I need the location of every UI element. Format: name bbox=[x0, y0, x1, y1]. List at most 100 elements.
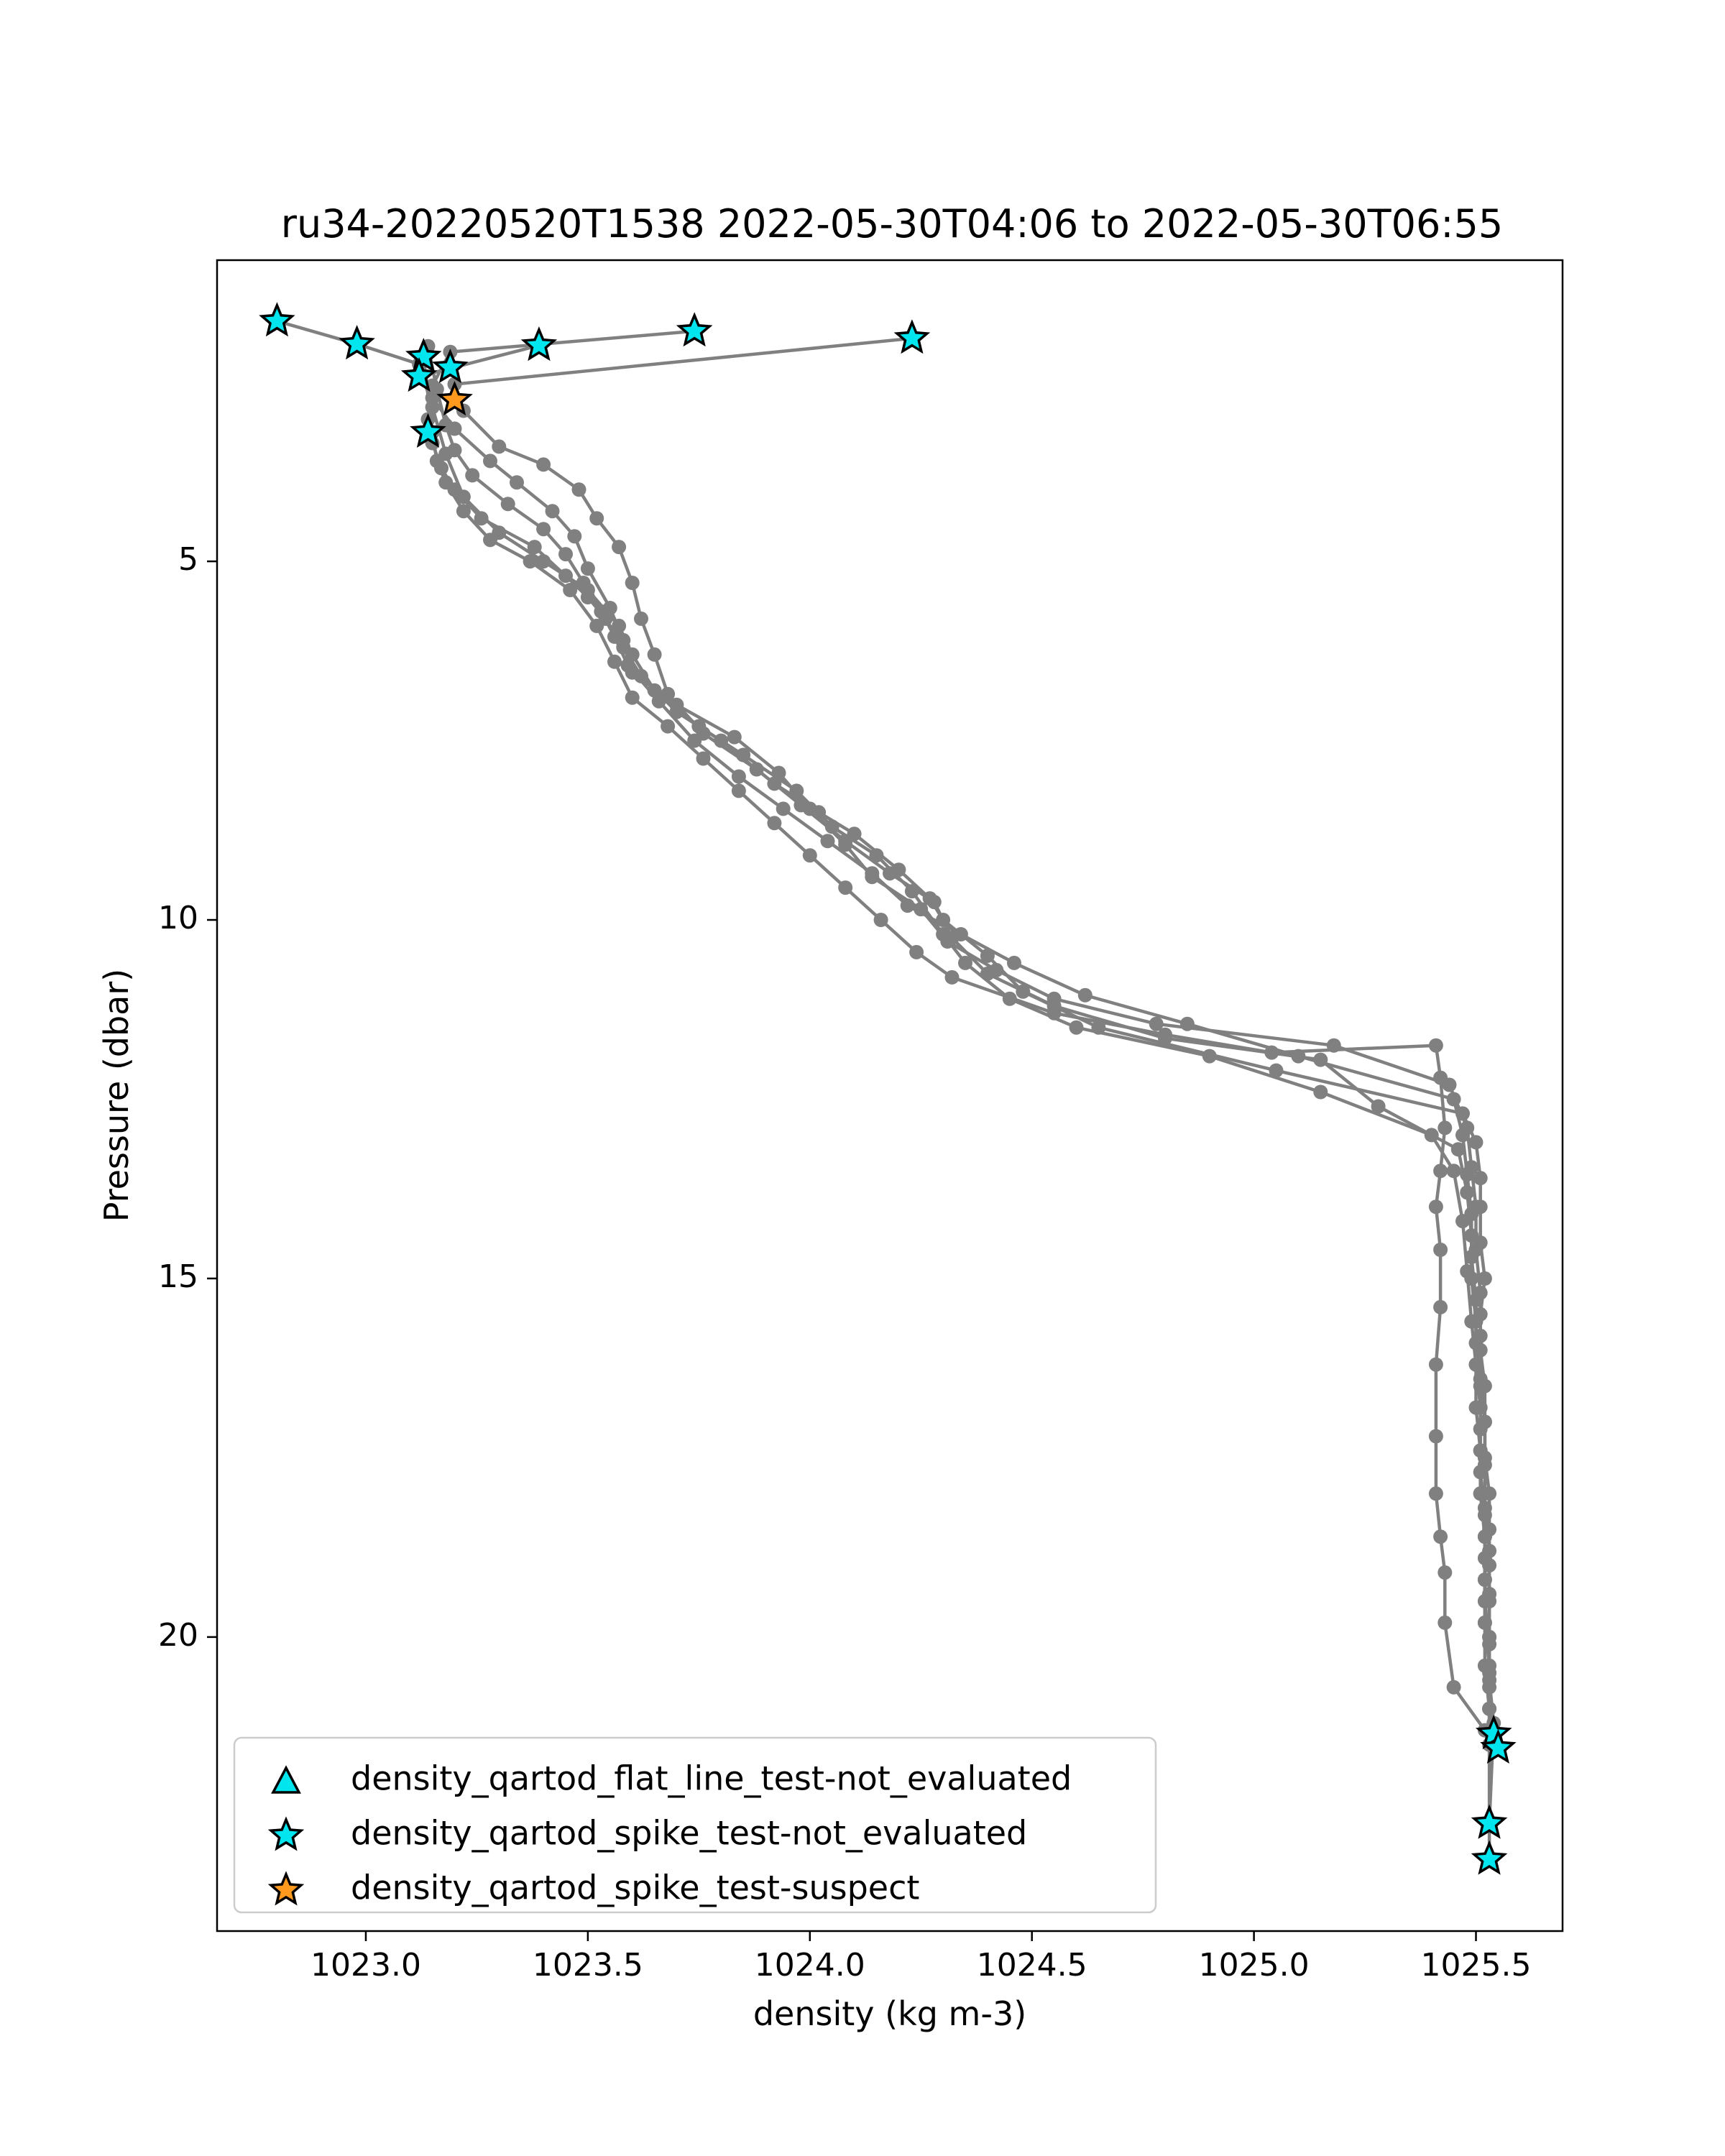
data-point bbox=[1482, 1636, 1497, 1651]
data-point bbox=[767, 816, 782, 831]
x-tick-label: 1023.5 bbox=[533, 1947, 643, 1984]
data-point bbox=[536, 554, 551, 569]
data-point bbox=[1428, 1357, 1443, 1372]
data-point bbox=[696, 751, 711, 766]
data-point bbox=[625, 690, 640, 705]
data-point bbox=[429, 453, 444, 469]
qc-spike-not-evaluated-star bbox=[1471, 1804, 1508, 1839]
data-point bbox=[523, 554, 538, 569]
data-point bbox=[1158, 1027, 1172, 1042]
data-point bbox=[1477, 1615, 1492, 1630]
data-point bbox=[1269, 1063, 1284, 1078]
data-point bbox=[456, 489, 471, 505]
legend-marker-triangle-icon bbox=[271, 1765, 301, 1794]
data-point bbox=[865, 866, 880, 881]
qc-spike-not-evaluated-star bbox=[1471, 1840, 1508, 1875]
qc-spike-not-evaluated-star bbox=[339, 325, 375, 360]
qc-spike-not-evaluated-star bbox=[410, 413, 446, 448]
legend-box bbox=[233, 1736, 1157, 1914]
data-point bbox=[1007, 955, 1021, 970]
legend: density_qartod_flat_line_test-not_evalua… bbox=[233, 1736, 1157, 1914]
profile-line-6 bbox=[426, 346, 1496, 1738]
data-point bbox=[1464, 1207, 1479, 1222]
data-point bbox=[483, 533, 497, 548]
data-point bbox=[838, 834, 853, 849]
qc-spike-not-evaluated-star bbox=[520, 326, 558, 361]
data-point bbox=[926, 895, 942, 910]
data-point bbox=[1477, 1551, 1492, 1566]
data-point bbox=[1428, 1199, 1443, 1215]
data-point bbox=[612, 540, 627, 555]
data-point bbox=[687, 733, 702, 748]
data-point bbox=[607, 629, 622, 644]
data-point bbox=[1428, 1486, 1443, 1501]
data-point bbox=[567, 529, 582, 544]
data-point bbox=[661, 719, 676, 734]
legend-label-spike-suspect: density_qartod_spike_test-suspect bbox=[351, 1869, 919, 1907]
data-point bbox=[492, 439, 507, 454]
data-point bbox=[558, 547, 573, 562]
data-point bbox=[1433, 1529, 1448, 1544]
data-point bbox=[980, 966, 995, 981]
data-point bbox=[1433, 1070, 1448, 1085]
data-point bbox=[647, 647, 662, 662]
legend-marker-star-icon bbox=[267, 1816, 305, 1851]
data-point bbox=[1464, 1250, 1479, 1264]
data-point bbox=[794, 798, 809, 813]
data-point bbox=[873, 913, 888, 927]
data-point bbox=[1313, 1084, 1328, 1100]
data-point bbox=[1468, 1335, 1484, 1350]
x-tick-label: 1025.5 bbox=[1421, 1947, 1532, 1984]
x-tick-label: 1023.0 bbox=[310, 1947, 421, 1984]
data-point bbox=[1428, 1429, 1443, 1444]
y-tick-label: 20 bbox=[158, 1617, 198, 1654]
qc-spike-not-evaluated-star bbox=[259, 302, 295, 337]
profile-line-5 bbox=[422, 356, 1486, 1731]
x-tick-label: 1025.0 bbox=[1199, 1947, 1310, 1984]
y-tick-label: 10 bbox=[158, 900, 198, 936]
data-point bbox=[1438, 1120, 1453, 1135]
data-point bbox=[1468, 1135, 1484, 1150]
x-tick-label: 1024.0 bbox=[755, 1947, 865, 1984]
qc-spike-suspect-star bbox=[436, 381, 473, 416]
data-point bbox=[1438, 1565, 1453, 1580]
data-point bbox=[620, 658, 635, 673]
data-point bbox=[1473, 1486, 1488, 1501]
data-point bbox=[1202, 1049, 1217, 1064]
data-point bbox=[1482, 1680, 1497, 1695]
data-point bbox=[1468, 1357, 1484, 1372]
data-point bbox=[1046, 1005, 1062, 1021]
data-point bbox=[776, 801, 791, 816]
data-point bbox=[1291, 1049, 1306, 1064]
data-point bbox=[1477, 1508, 1492, 1523]
data-point bbox=[802, 848, 817, 863]
data-point bbox=[1179, 1016, 1195, 1031]
chart-title: ru34-20220520T1538 2022-05-30T04:06 to 2… bbox=[281, 201, 1503, 247]
data-point bbox=[1455, 1128, 1470, 1143]
data-point bbox=[914, 902, 929, 917]
data-point bbox=[589, 511, 604, 526]
data-point bbox=[1473, 1378, 1488, 1393]
data-point bbox=[953, 927, 968, 941]
data-point bbox=[958, 955, 972, 970]
data-point bbox=[727, 729, 742, 745]
data-point bbox=[447, 443, 462, 458]
data-point bbox=[1438, 1615, 1453, 1630]
data-point bbox=[438, 475, 454, 490]
data-point bbox=[1473, 1422, 1488, 1437]
x-axis-label: density (kg m-3) bbox=[753, 1994, 1026, 2033]
data-point bbox=[1446, 1164, 1461, 1179]
data-point bbox=[651, 694, 666, 709]
data-point bbox=[1149, 1016, 1164, 1031]
data-point bbox=[594, 604, 609, 619]
data-point bbox=[749, 762, 764, 777]
data-point bbox=[869, 848, 884, 863]
data-point bbox=[1464, 1271, 1479, 1286]
data-point bbox=[731, 769, 746, 784]
data-point bbox=[527, 540, 542, 555]
data-point bbox=[576, 576, 591, 590]
data-point bbox=[500, 497, 515, 512]
data-point bbox=[731, 783, 746, 798]
data-point bbox=[838, 880, 853, 895]
data-point bbox=[536, 457, 551, 472]
